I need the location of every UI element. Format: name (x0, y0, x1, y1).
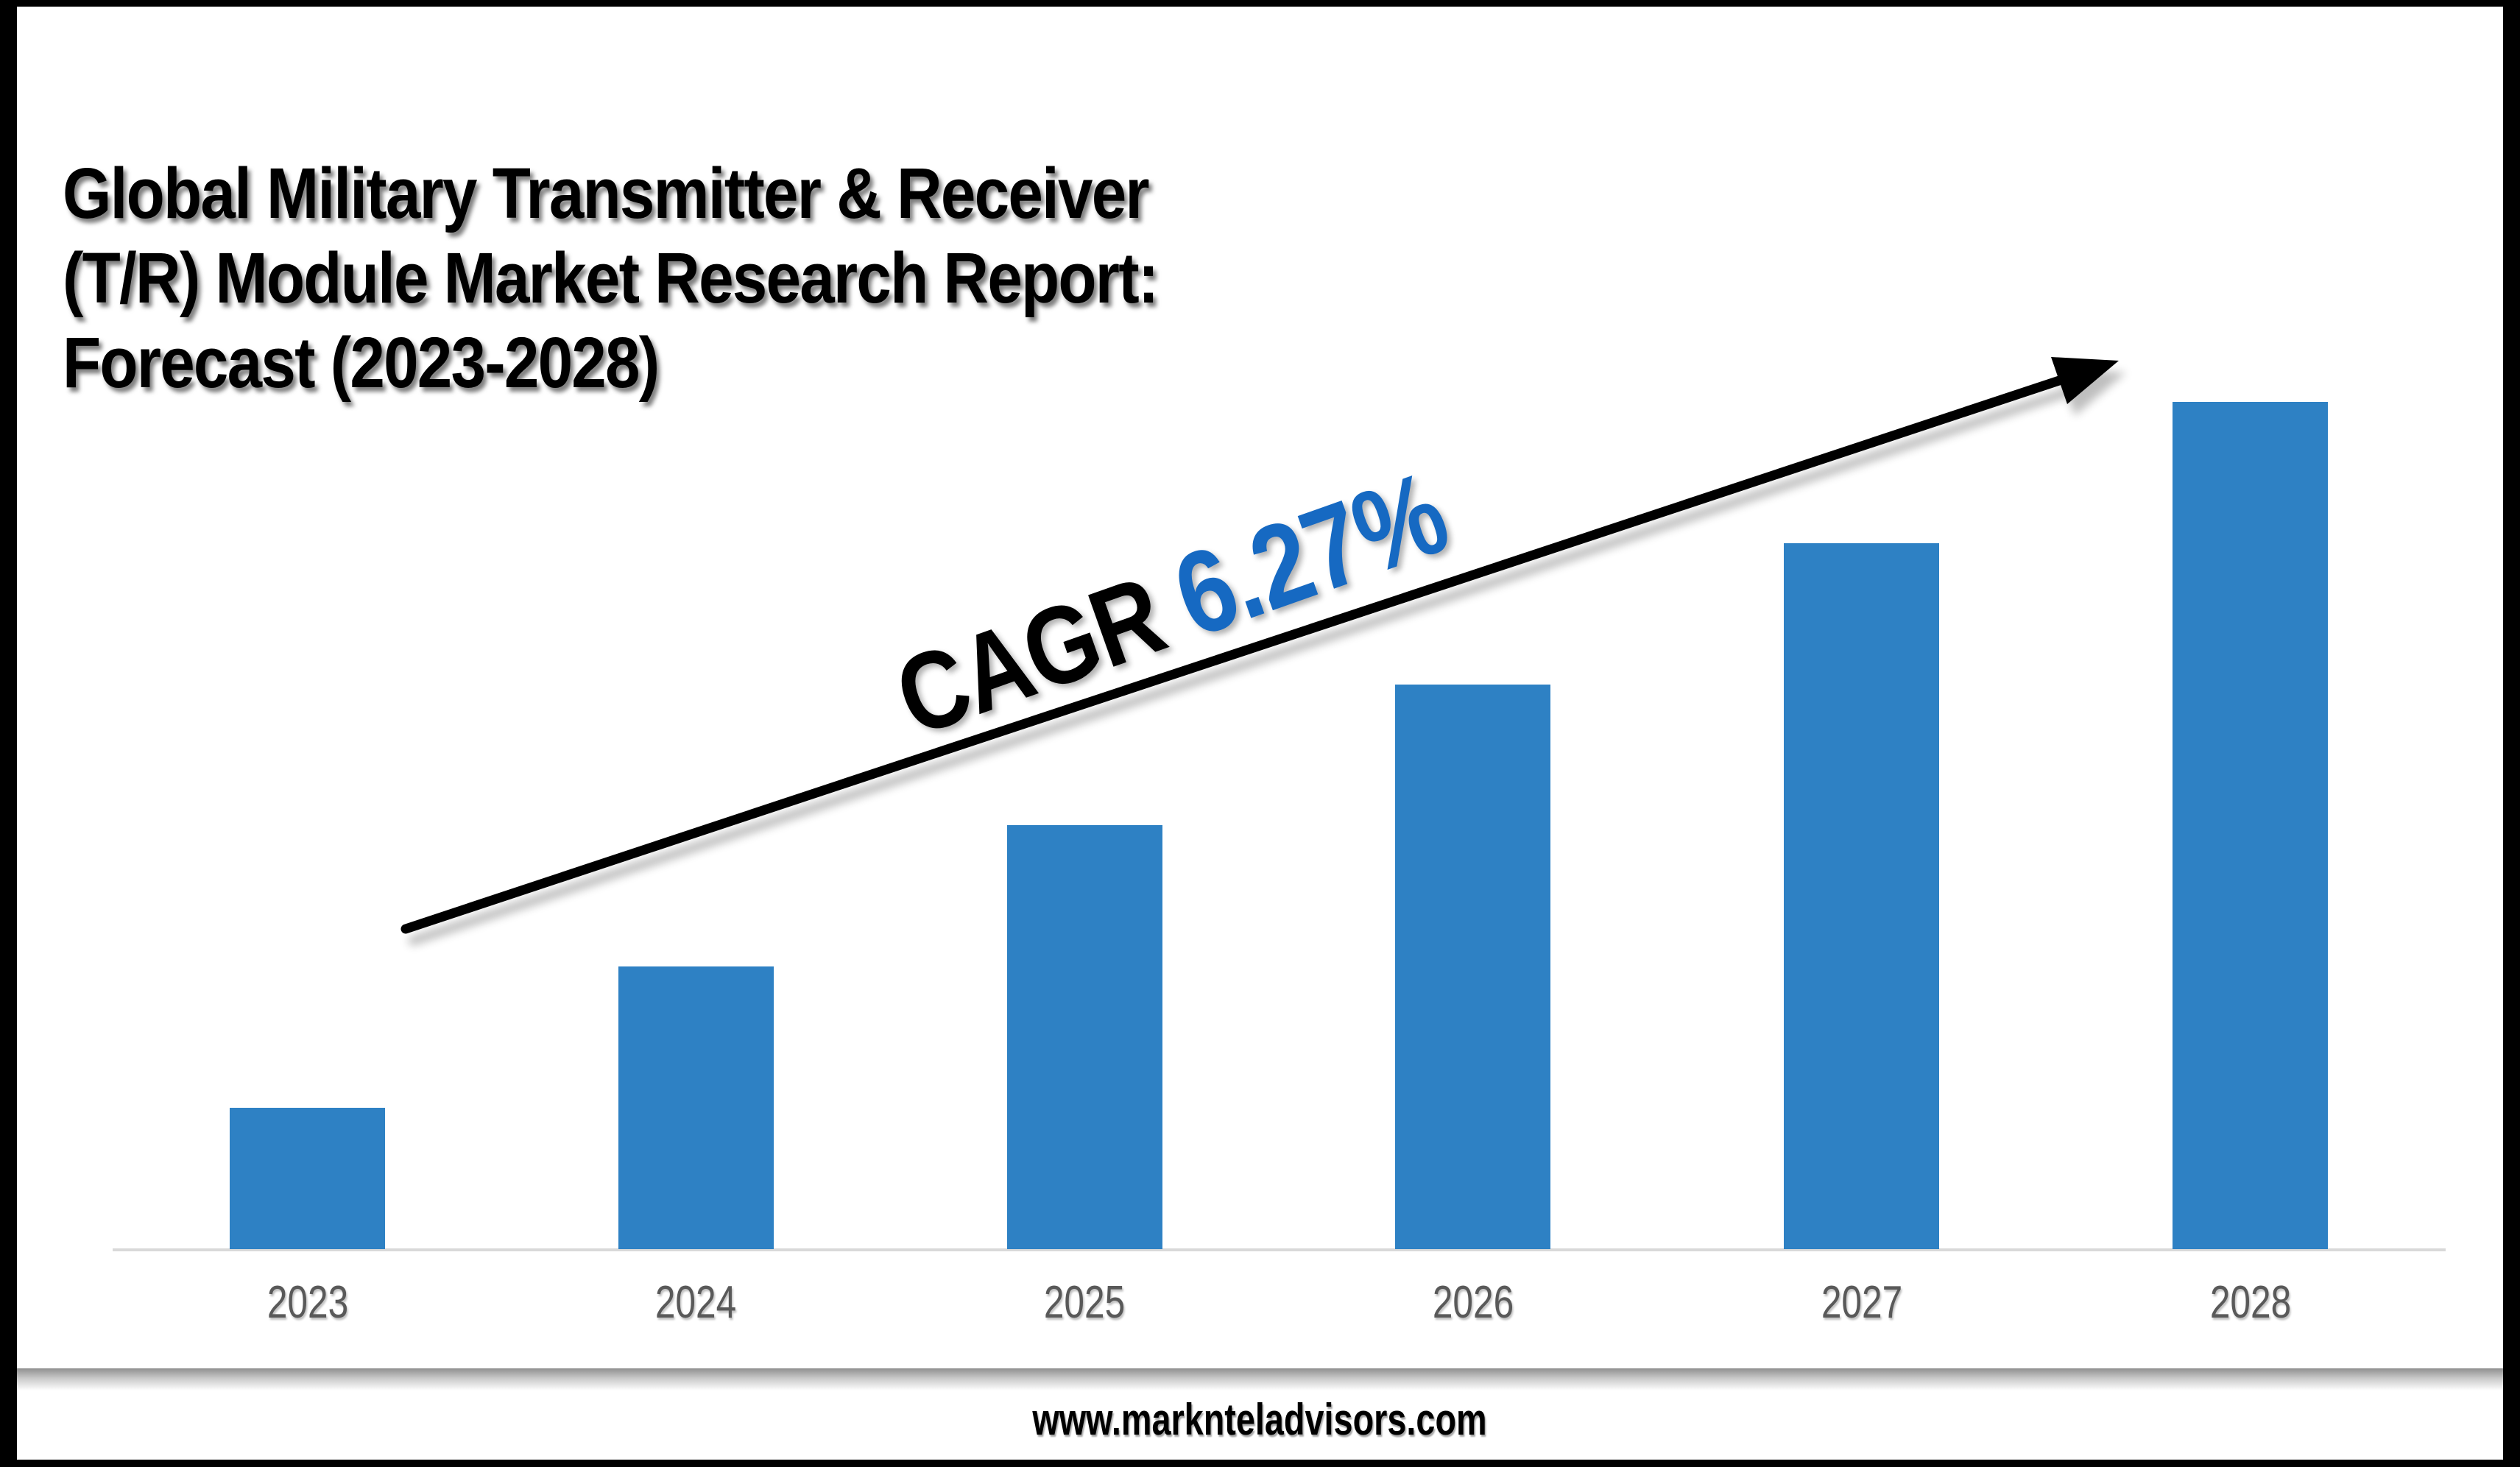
report-title-line-3: Forecast (2023-2028) (63, 322, 660, 403)
x-axis-label-2024: 2024 (654, 1277, 737, 1328)
x-axis-label-2023: 2023 (267, 1277, 349, 1328)
x-axis-label-2028: 2028 (2209, 1277, 2292, 1328)
report-title-line-2: (T/R) Module Market Research Report: (63, 238, 1159, 318)
bar-2028 (2173, 402, 2328, 1249)
x-axis-label-2027: 2027 (1821, 1277, 1903, 1328)
report-title: Global Military Transmitter & Receiver (… (63, 151, 1159, 405)
bar-2026 (1395, 685, 1550, 1249)
bar-2023 (230, 1108, 385, 1249)
site-url: www.marknteladvisors.com (1032, 1395, 1487, 1444)
bar-2025 (1007, 825, 1162, 1249)
footer-divider (17, 1368, 2503, 1390)
x-axis-line (113, 1248, 2446, 1251)
report-title-line-1: Global Military Transmitter & Receiver (63, 153, 1150, 233)
x-axis-label-2025: 2025 (1043, 1277, 1126, 1328)
bar-2027 (1784, 543, 1939, 1249)
x-axis-label-2026: 2026 (1432, 1277, 1514, 1328)
bar-2024 (618, 966, 774, 1249)
